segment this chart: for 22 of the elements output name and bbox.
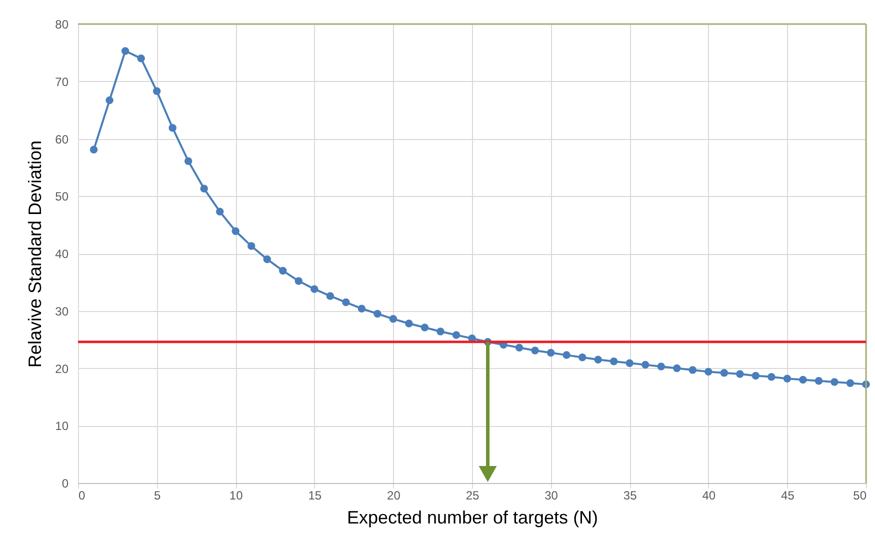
x-tick-label: 25 bbox=[466, 488, 480, 502]
x-tick-label: 45 bbox=[781, 488, 795, 502]
y-tick-label: 30 bbox=[55, 304, 69, 318]
x-tick-label: 5 bbox=[154, 488, 161, 502]
x-tick-label: 20 bbox=[387, 488, 401, 502]
y-tick-label: 50 bbox=[55, 190, 69, 204]
x-tick-label: 35 bbox=[623, 488, 638, 502]
x-tick-label: 15 bbox=[308, 488, 322, 502]
y-tick-label: 60 bbox=[55, 132, 69, 146]
y-tick-label: 20 bbox=[55, 362, 69, 376]
y-tick-label: 10 bbox=[55, 419, 69, 434]
x-tick-label: 50 bbox=[853, 488, 867, 502]
x-tick-label: 10 bbox=[229, 488, 244, 502]
y-tick-label: 70 bbox=[55, 74, 69, 89]
y-tick-label: 40 bbox=[55, 247, 69, 261]
x-tick-label: 40 bbox=[702, 488, 716, 502]
x-tick-label: 30 bbox=[544, 488, 558, 502]
y-axis-title: Relavive Standard Deviation bbox=[25, 140, 46, 368]
x-tick-label: 0 bbox=[78, 488, 86, 502]
x-axis-title: Expected number of targets (N) bbox=[346, 508, 598, 528]
y-tick-label: 80 bbox=[55, 18, 69, 32]
y-tick-label: 0 bbox=[62, 476, 69, 490]
